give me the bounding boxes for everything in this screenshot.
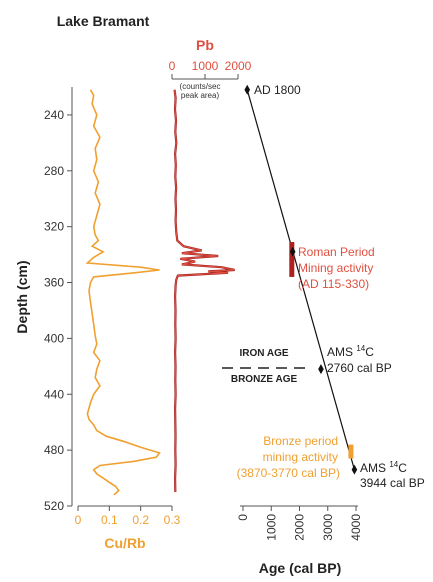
- ams-2760-line1: AMS 14C: [327, 344, 374, 359]
- depth-tick-label-520: 520: [44, 499, 64, 513]
- depth-axis-label: Depth (cm): [14, 260, 30, 333]
- roman-label-line1: Roman Period: [298, 245, 375, 259]
- ams-2760-superscript: 14: [356, 344, 365, 353]
- age-axis-label: Age (cal BP): [259, 560, 341, 576]
- age-control-point-0: [244, 84, 251, 95]
- pb-tick-label-2: 2000: [225, 59, 252, 73]
- ams-3944-line2: 3944 cal BP: [360, 476, 425, 490]
- ad1800-label: AD 1800: [254, 83, 301, 97]
- pb-tick-label-1: 1000: [192, 59, 219, 73]
- pb-panel: Pb (counts/sec peak area) 0 1000 2000: [169, 37, 252, 493]
- roman-mining-band: [289, 242, 295, 277]
- figure-title: Lake Bramant: [57, 13, 150, 29]
- bronze-label-line2: mining activity: [263, 450, 338, 464]
- age-depth-model-line: [246, 89, 355, 470]
- roman-label-line2: Mining activity: [298, 261, 373, 275]
- pb-axis-label: Pb: [196, 37, 214, 53]
- cu-rb-axis-label: Cu/Rb: [104, 535, 145, 551]
- depth-tick-label-440: 440: [44, 387, 64, 401]
- age-control-point-2: [318, 364, 324, 375]
- age-tick-label-4: 4000: [349, 514, 363, 541]
- pb-unit-note-line2: peak area): [181, 91, 220, 100]
- age-control-point-3: [351, 464, 358, 475]
- pb-series-line-dark: [173, 89, 235, 493]
- cu-rb-panel: Cu/Rb 0 0.1 0.2 0.3: [75, 89, 181, 551]
- age-panel: Age (cal BP) 0 1000 2000 3000 4000: [236, 84, 363, 576]
- age-control-point-1: [289, 246, 296, 257]
- age-tick-label-3: 3000: [321, 514, 335, 541]
- pb-tick-label-0: 0: [169, 59, 176, 73]
- ams-2760-prefix: AMS: [327, 345, 353, 359]
- bronze-mining-band: [348, 444, 354, 459]
- depth-axis: Depth (cm) 240 280 320 360 400 440 480 520: [14, 87, 73, 513]
- bronze-label-line1: Bronze period: [263, 434, 338, 448]
- depth-tick-label-360: 360: [44, 276, 64, 290]
- ams-3944-element: C: [398, 461, 407, 475]
- age-tick-label-2: 2000: [293, 514, 307, 541]
- bronze-age-label: BRONZE AGE: [231, 374, 298, 385]
- roman-label-line3: (AD 115-330): [298, 277, 369, 291]
- bronze-label-line3: (3870-3770 cal BP): [237, 466, 340, 480]
- iron-age-label: IRON AGE: [239, 348, 288, 359]
- depth-tick-label-480: 480: [44, 443, 64, 457]
- ams-2760-line2: 2760 cal BP: [327, 361, 392, 375]
- pb-series-line: [174, 89, 235, 493]
- depth-tick-label-400: 400: [44, 331, 64, 345]
- depth-tick-label-240: 240: [44, 108, 64, 122]
- cu-rb-tick-label-3: 0.3: [164, 513, 181, 527]
- age-tick-label-1: 1000: [264, 514, 278, 541]
- annotations: AD 1800 Roman Period Mining activity (AD…: [222, 83, 425, 490]
- pb-unit-note-line1: (counts/sec: [180, 82, 221, 91]
- ams-3944-line1: AMS 14C: [360, 460, 407, 475]
- ams-2760-element: C: [365, 345, 374, 359]
- cu-rb-tick-label-0: 0: [75, 513, 82, 527]
- cu-rb-series-line: [85, 89, 161, 496]
- ams-3944-superscript: 14: [389, 460, 398, 469]
- cu-rb-tick-label-2: 0.2: [132, 513, 149, 527]
- ams-3944-prefix: AMS: [360, 461, 386, 475]
- age-tick-label-0: 0: [236, 514, 250, 521]
- cu-rb-tick-label-1: 0.1: [101, 513, 118, 527]
- depth-tick-label-320: 320: [44, 220, 64, 234]
- depth-tick-label-280: 280: [44, 164, 64, 178]
